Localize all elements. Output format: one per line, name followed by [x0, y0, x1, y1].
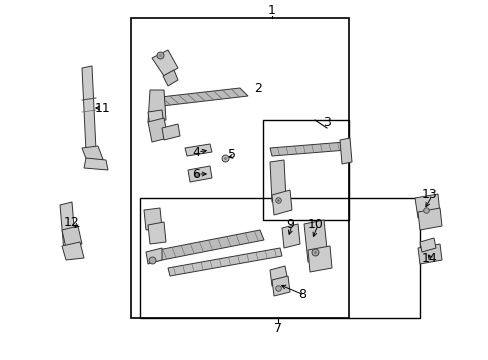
Bar: [263, 120, 348, 220]
Polygon shape: [271, 190, 291, 215]
Polygon shape: [162, 124, 180, 140]
Text: 1: 1: [267, 4, 275, 17]
Polygon shape: [84, 158, 108, 170]
Polygon shape: [269, 142, 346, 156]
Polygon shape: [82, 66, 96, 152]
Text: 4: 4: [192, 145, 200, 158]
Polygon shape: [146, 248, 162, 264]
Polygon shape: [62, 226, 82, 248]
Polygon shape: [271, 276, 289, 296]
Text: 9: 9: [285, 219, 293, 231]
Polygon shape: [143, 208, 162, 230]
Polygon shape: [417, 244, 441, 264]
Text: 14: 14: [421, 252, 437, 265]
Polygon shape: [148, 230, 264, 262]
Polygon shape: [152, 88, 247, 106]
Text: 7: 7: [273, 323, 282, 336]
Polygon shape: [419, 238, 435, 252]
Text: 5: 5: [227, 148, 236, 161]
Text: 3: 3: [323, 116, 330, 129]
Text: 2: 2: [254, 81, 262, 94]
Polygon shape: [417, 208, 441, 230]
Polygon shape: [152, 50, 178, 76]
Polygon shape: [148, 90, 165, 122]
Polygon shape: [307, 246, 331, 272]
Polygon shape: [62, 242, 84, 260]
Text: 13: 13: [421, 189, 437, 202]
Polygon shape: [269, 160, 285, 202]
Polygon shape: [168, 248, 282, 276]
Text: 12: 12: [64, 216, 80, 229]
Polygon shape: [148, 222, 165, 244]
Polygon shape: [282, 224, 299, 248]
Polygon shape: [60, 202, 76, 252]
Polygon shape: [82, 146, 104, 164]
Text: 6: 6: [192, 167, 200, 180]
Text: 11: 11: [95, 102, 111, 114]
Polygon shape: [148, 118, 168, 142]
Polygon shape: [148, 110, 163, 128]
Polygon shape: [269, 266, 287, 286]
Text: 8: 8: [297, 288, 305, 302]
Text: 10: 10: [307, 219, 323, 231]
Polygon shape: [187, 166, 212, 182]
Polygon shape: [339, 138, 351, 164]
Polygon shape: [184, 144, 212, 156]
Bar: [131, 18, 348, 318]
Polygon shape: [163, 70, 178, 86]
Bar: [140, 198, 419, 318]
Polygon shape: [304, 220, 327, 262]
Polygon shape: [414, 194, 439, 218]
